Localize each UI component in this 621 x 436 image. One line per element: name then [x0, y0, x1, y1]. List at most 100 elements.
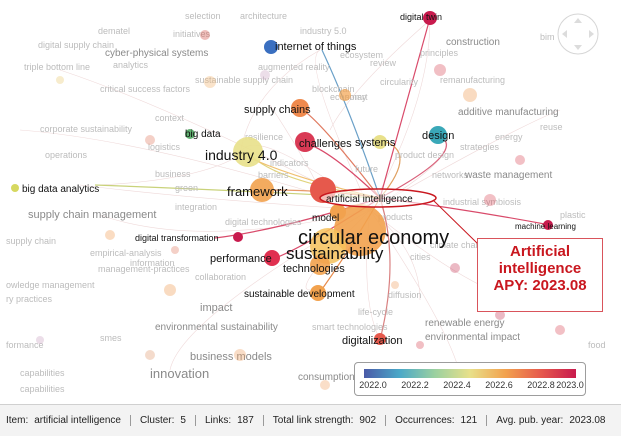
callout-line-3: APY: 2023.08 — [493, 277, 587, 294]
label-circularity: circularity — [380, 77, 419, 87]
label-augmented-reality: augmented reality — [258, 62, 330, 72]
label-digital-technologies: digital technologies — [225, 217, 302, 227]
label-impact: impact — [200, 302, 232, 314]
label-life-cycle: life-cycle — [358, 307, 393, 317]
label-barriers: barriers — [258, 170, 289, 180]
label-plastic: plastic — [560, 210, 586, 220]
node-model — [330, 204, 346, 220]
label-corporate-sustainability: corporate sustainability — [40, 124, 133, 134]
label-big-data: big data — [185, 129, 221, 140]
label-additive-manufacturing: additive manufacturing — [458, 107, 559, 118]
label-critical-success-factors: critical success factors — [100, 84, 191, 94]
label-renewable-energy: renewable energy — [425, 318, 505, 329]
node-design — [429, 126, 447, 144]
label-construction: construction — [446, 37, 500, 48]
label-waste-management: waste management — [464, 170, 552, 181]
label-artificial-intelligence: artificial intelligence — [326, 194, 413, 205]
node-systems — [373, 135, 387, 149]
node-industry40 — [233, 137, 263, 167]
label-strategies: strategies — [460, 142, 500, 152]
status-apy-label: Avg. pub. year: — [496, 415, 564, 426]
label-cities: cities — [410, 252, 431, 262]
label-management-practices: management-practices — [98, 264, 190, 274]
label-review: review — [370, 58, 397, 68]
label-analytics: analytics — [113, 60, 149, 70]
label-products: products — [378, 212, 413, 222]
status-occ-label: Occurrences: — [395, 415, 455, 426]
label-systems: systems — [355, 137, 396, 149]
label-environmental-impact: environmental impact — [425, 332, 520, 343]
label-digital-twin: digital twin — [400, 12, 442, 22]
label-dematel: dematel — [98, 26, 130, 36]
status-occ-value: 121 — [460, 415, 478, 426]
label-innovation: innovation — [150, 366, 209, 381]
status-cluster-value: 5 — [180, 415, 186, 426]
faded-labels: selection initiatives dematel industry 5… — [6, 11, 606, 394]
label-networks: networks — [432, 170, 469, 180]
bibliometric-network-map[interactable]: selection initiatives dematel industry 5… — [0, 0, 621, 404]
label-technologies: technologies — [283, 263, 345, 275]
label-supply-chain-management: supply chain management — [28, 209, 156, 221]
node-sustainable-development — [310, 285, 326, 301]
label-climate-change: climate change — [430, 240, 491, 250]
main-nodes — [11, 11, 553, 345]
label-model: model — [312, 213, 339, 224]
label-green: green — [175, 183, 198, 193]
color-scale-bar — [364, 369, 576, 378]
label-capabilities: capabilities — [20, 368, 65, 378]
label-operations: operations — [45, 150, 88, 160]
node-big-data — [185, 129, 195, 139]
faded-nodes — [36, 30, 565, 390]
callout-line-1: Artificial — [509, 243, 570, 260]
label-reuse: reuse — [540, 122, 563, 132]
node-digital-twin — [423, 11, 437, 25]
callout-pointer — [432, 199, 479, 245]
label-big-data-analytics: big data analytics — [22, 184, 99, 195]
label-circular-economy: circular economy — [298, 227, 449, 249]
legend-tick: 2022.0 — [359, 380, 387, 390]
label-business-models: business models — [190, 351, 272, 363]
status-links-label: Links: — [204, 415, 232, 426]
label-industry50: industry 5.0 — [300, 26, 347, 36]
node-circular-economy — [334, 204, 386, 256]
label-industry40: industry 4.0 — [205, 147, 278, 163]
label-framework: framework — [227, 184, 288, 199]
legend-tick: 2022.4 — [443, 380, 471, 390]
color-scale-legend: 2022.0 2022.2 2022.4 2022.6 2022.8 2023.… — [354, 362, 586, 396]
label-architecture: architecture — [240, 11, 287, 21]
status-strength-value: 902 — [359, 415, 377, 426]
label-context: context — [155, 113, 185, 123]
status-item: Item: artificial intelligence — [6, 415, 131, 426]
legend-tick: 2022.6 — [485, 380, 513, 390]
ai-highlight[interactable]: artificial intelligence — [319, 188, 437, 208]
label-digital-transformation: digital transformation — [135, 233, 219, 243]
label-ecosystem: ecosystem — [340, 50, 383, 60]
label-formance: formance — [6, 340, 44, 350]
main-labels: circular economy sustainability industry… — [22, 12, 576, 347]
label-performance: performance — [210, 253, 272, 265]
label-environmental-sustainability: environmental sustainability — [155, 322, 278, 333]
status-strength: Total link strength: 902 — [264, 415, 387, 426]
label-smes: smes — [100, 333, 122, 343]
label-supply-chain: supply chain — [6, 236, 56, 246]
label-smart: smart — [345, 92, 368, 102]
label-energy: energy — [495, 132, 523, 142]
status-cluster-label: Cluster: — [139, 415, 175, 426]
label-owledge-management: owledge management — [6, 280, 95, 290]
label-future: future — [355, 164, 378, 174]
label-cyber-physical-systems: cyber-physical systems — [105, 48, 208, 59]
label-capabilities-2: capabilities — [20, 384, 65, 394]
status-links-value: 187 — [237, 415, 254, 426]
label-bim: bim — [540, 32, 555, 42]
status-occurrences: Occurrences: 121 — [386, 415, 488, 426]
node-machine-learning — [543, 220, 553, 230]
node-digital-transformation — [233, 232, 243, 242]
status-links: Links: 187 — [196, 415, 264, 426]
status-cluster: Cluster: 5 — [131, 415, 196, 426]
label-diffusion: diffusion — [388, 290, 421, 300]
node-challenges — [295, 132, 315, 152]
label-supply-chains: supply chains — [244, 104, 311, 116]
status-apy: Avg. pub. year: 2023.08 — [487, 415, 614, 426]
pan-zoom-navigator[interactable] — [557, 13, 599, 55]
status-apy-value: 2023.08 — [569, 415, 606, 426]
